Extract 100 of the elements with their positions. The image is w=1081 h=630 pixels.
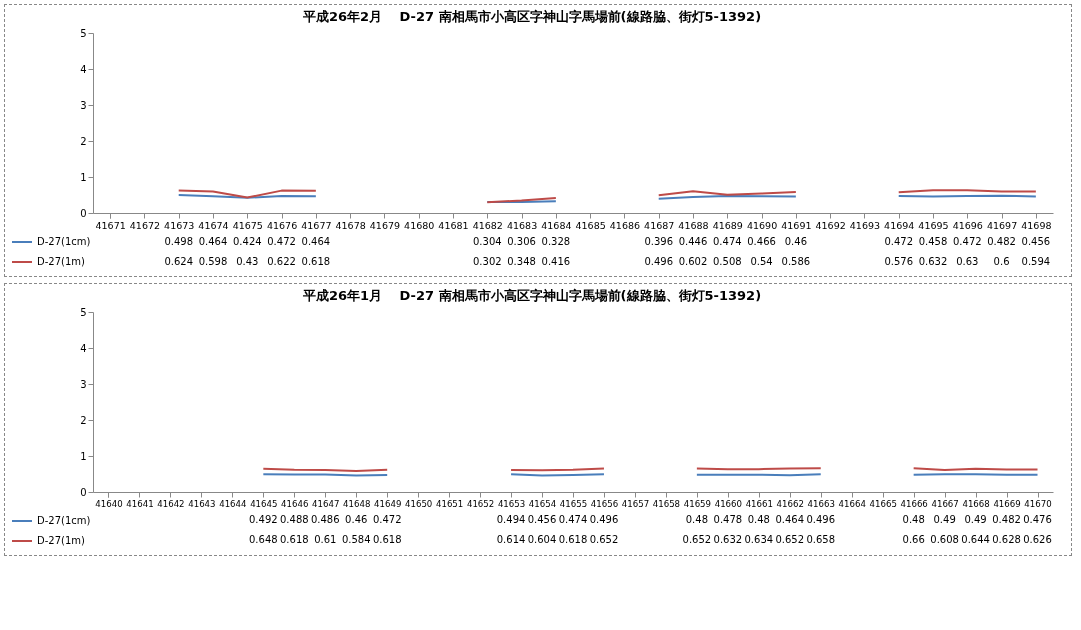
x-tick-label: 41672 (129, 219, 161, 231)
data-label: 0.54 (750, 256, 773, 267)
x-tick-label: 41642 (157, 498, 185, 509)
data-label: 0.482 (992, 514, 1021, 525)
legend-label: D-27(1m) (37, 535, 86, 546)
data-label: 0.43 (236, 256, 259, 267)
data-label: 0.63 (956, 256, 979, 267)
x-tick-label: 41698 (1021, 219, 1052, 231)
data-label: 0.496 (644, 256, 674, 267)
data-label: 0.66 (902, 534, 925, 545)
data-label: 0.416 (541, 256, 571, 267)
x-tick-label: 41645 (250, 498, 278, 509)
data-label: 0.474 (558, 514, 588, 525)
data-label: 0.648 (249, 534, 278, 545)
data-label: 0.496 (806, 514, 836, 525)
x-tick-label: 41646 (281, 498, 309, 509)
x-tick-label: 41692 (815, 219, 846, 231)
data-label: 0.46 (784, 236, 807, 247)
x-tick-label: 41651 (435, 498, 464, 509)
y-tick-label: 5 (80, 306, 87, 318)
data-label: 0.46 (345, 514, 368, 525)
x-tick-label: 41667 (931, 498, 959, 509)
x-tick-label: 41664 (838, 498, 866, 509)
data-label: 0.478 (713, 514, 743, 525)
y-tick-label: 2 (80, 135, 87, 147)
data-label: 0.576 (884, 256, 914, 267)
data-label: 0.464 (301, 236, 331, 247)
x-tick-label: 41666 (900, 498, 928, 509)
x-tick-label: 41662 (776, 498, 804, 509)
data-label: 0.652 (775, 534, 805, 545)
data-label: 0.644 (961, 534, 990, 545)
data-label: 0.614 (496, 534, 526, 545)
data-label: 0.632 (918, 256, 948, 267)
x-tick-label: 41650 (404, 498, 433, 509)
data-label: 0.586 (781, 256, 811, 267)
x-tick-label: 41669 (993, 498, 1021, 509)
data-label: 0.464 (198, 236, 228, 247)
x-tick-label: 41684 (541, 219, 572, 231)
x-tick-label: 41680 (404, 219, 435, 231)
x-tick-label: 41693 (849, 219, 881, 231)
data-label: 0.472 (952, 236, 982, 247)
data-label: 0.618 (279, 534, 309, 545)
x-tick-label: 41691 (781, 219, 812, 231)
x-tick-label: 41668 (962, 498, 990, 509)
data-label: 0.594 (1021, 256, 1051, 267)
data-label: 0.482 (987, 236, 1016, 247)
x-tick-label: 41681 (438, 219, 469, 231)
chart-title: 平成26年1月 D-27 南相馬市小高区字神山字馬場前(線路脇、街灯5-1392) (301, 288, 762, 303)
x-tick-label: 41687 (644, 219, 675, 231)
data-label: 0.48 (902, 514, 925, 525)
x-tick-label: 41659 (683, 498, 712, 509)
x-tick-label: 41686 (609, 219, 641, 231)
y-tick-label: 0 (80, 486, 87, 498)
data-label: 0.626 (1023, 534, 1052, 545)
x-tick-label: 41643 (188, 498, 216, 509)
data-label: 0.49 (933, 514, 956, 525)
data-label: 0.472 (884, 236, 914, 247)
x-tick-label: 41676 (266, 219, 298, 231)
data-label: 0.602 (678, 256, 708, 267)
x-tick-label: 41658 (652, 498, 681, 509)
data-label: 0.424 (232, 236, 262, 247)
data-label: 0.604 (527, 534, 557, 545)
x-tick-label: 41644 (219, 498, 247, 509)
x-tick-label: 41673 (164, 219, 195, 231)
x-tick-label: 41654 (528, 498, 557, 509)
data-label: 0.328 (541, 236, 571, 247)
data-label: 0.584 (341, 534, 371, 545)
x-tick-label: 41677 (301, 219, 332, 231)
data-label: 0.466 (747, 236, 776, 247)
data-label: 0.498 (164, 236, 194, 247)
y-tick-label: 1 (80, 450, 87, 462)
data-label: 0.464 (775, 514, 805, 525)
x-tick-label: 41641 (126, 498, 154, 509)
y-tick-label: 1 (80, 171, 87, 183)
data-label: 0.6 (993, 256, 1010, 267)
y-tick-label: 4 (80, 63, 87, 75)
data-label: 0.61 (314, 534, 337, 545)
data-label: 0.628 (992, 534, 1021, 545)
data-label: 0.494 (496, 514, 526, 525)
x-tick-label: 41696 (952, 219, 983, 231)
x-tick-label: 41675 (232, 219, 263, 231)
data-label: 0.634 (744, 534, 774, 545)
data-label: 0.652 (682, 534, 712, 545)
data-label: 0.48 (747, 514, 770, 525)
data-label: 0.472 (267, 236, 296, 247)
data-label: 0.472 (372, 514, 402, 525)
data-label: 0.476 (1023, 514, 1052, 525)
x-tick-label: 41655 (559, 498, 588, 509)
y-tick-label: 2 (80, 414, 87, 426)
y-tick-label: 3 (80, 99, 87, 111)
y-tick-label: 4 (80, 342, 87, 354)
y-tick-label: 3 (80, 378, 87, 390)
data-label: 0.48 (685, 514, 708, 525)
x-tick-label: 41661 (745, 498, 773, 509)
data-label: 0.304 (472, 236, 502, 247)
data-label: 0.608 (930, 534, 959, 545)
x-tick-label: 41660 (714, 498, 743, 509)
data-label: 0.486 (310, 514, 340, 525)
x-tick-label: 41665 (869, 498, 897, 509)
chart-title: 平成26年2月 D-27 南相馬市小高区字神山字馬場前(線路脇、街灯5-1392) (301, 9, 762, 24)
